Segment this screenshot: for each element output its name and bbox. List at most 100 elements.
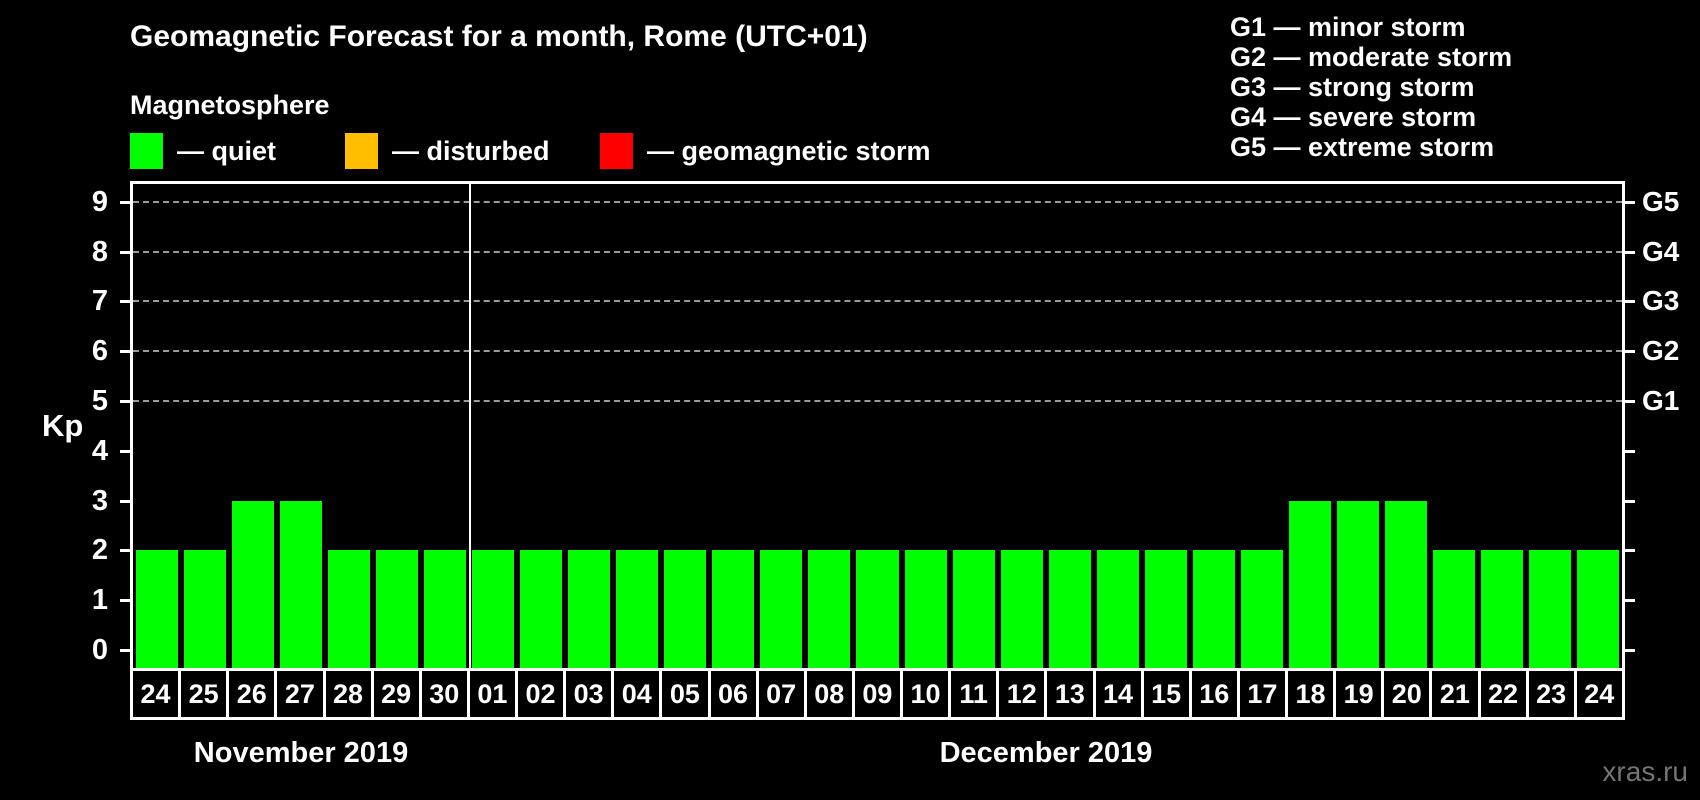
bar-day-15 <box>1144 550 1187 668</box>
day-label-24: 24 <box>1584 679 1615 709</box>
storm-scale-g2: G2 — moderate storm <box>1230 42 1513 72</box>
day-label-03: 03 <box>566 671 615 717</box>
y-axis-tick-label-8: 8 <box>91 235 108 268</box>
storm-scale-legend: G1 — minor storm G2 — moderate storm G3 … <box>1230 12 1512 162</box>
day-label-29: 29 <box>374 671 422 717</box>
y-axis-tick-6 <box>120 350 130 354</box>
y-axis-tick-9 <box>120 200 130 204</box>
y-axis-tick-label-9: 9 <box>91 185 108 218</box>
bar-day-24 <box>136 550 179 668</box>
day-label-01: 01 <box>470 671 518 717</box>
day-label-21: 21 <box>1432 671 1481 717</box>
day-label-28: 28 <box>326 671 374 717</box>
storm-scale-g3: G3 — strong storm <box>1230 72 1475 102</box>
day-label-13: 13 <box>1047 671 1096 717</box>
right-axis-tick-3 <box>1625 499 1635 503</box>
y-axis-label: Kp <box>42 408 84 443</box>
y-axis-tick-label-5: 5 <box>91 385 108 417</box>
day-label-26: 26 <box>229 671 278 717</box>
gridline-kp-8 <box>133 250 1622 253</box>
legend-label-geomagnetic-storm: — geomagnetic storm <box>647 135 931 166</box>
y-axis-tick-3 <box>120 499 130 503</box>
bar-day-30 <box>424 550 467 668</box>
day-label-10: 10 <box>903 671 952 717</box>
bar-day-19 <box>1336 500 1379 668</box>
day-label-19: 19 <box>1336 671 1385 717</box>
plot-area: 0 1 2 3 4 5 6 7 8 9 G1 G2 G3 G4 G5 <box>92 181 1679 668</box>
day-label-24: 24 <box>133 671 182 717</box>
day-label-07: 07 <box>759 671 807 717</box>
bar-day-13 <box>1048 550 1091 668</box>
month-separator <box>469 184 472 668</box>
right-axis-tick-0 <box>1625 649 1635 652</box>
right-axis-label-g2: G2 <box>1642 335 1680 367</box>
legend-label-quiet: — quiet <box>177 135 276 166</box>
day-label-02: 02 <box>518 671 567 717</box>
bar-day-14 <box>1096 550 1139 668</box>
y-axis-tick-5 <box>120 400 130 403</box>
bar-day-24 <box>1576 550 1619 668</box>
y-axis-tick-0 <box>120 649 130 652</box>
right-axis-label-g3: G3 <box>1642 285 1680 317</box>
day-label-25: 25 <box>181 671 230 717</box>
day-label-17: 17 <box>1240 671 1288 717</box>
storm-scale-g1: G1 — minor storm <box>1230 12 1466 42</box>
bar-day-17 <box>1240 550 1283 668</box>
gridline-kp-7 <box>133 300 1622 303</box>
bar-day-03 <box>568 550 611 668</box>
page-title: Geomagnetic Forecast for a month, Rome (… <box>130 20 868 53</box>
bar-day-06 <box>712 550 755 668</box>
right-axis-tick-5 <box>1625 400 1635 403</box>
y-axis-tick-label-7: 7 <box>91 285 108 318</box>
y-axis-tick-label-0: 0 <box>91 634 108 666</box>
legend-label-disturbed: — disturbed <box>392 135 550 166</box>
y-axis-tick-label-4: 4 <box>91 434 108 467</box>
bar-day-09 <box>856 550 899 668</box>
day-label-09: 09 <box>855 671 903 717</box>
day-label-22: 22 <box>1481 671 1529 717</box>
magnetosphere-label: Magnetosphere <box>130 90 330 120</box>
day-label-08: 08 <box>807 671 855 717</box>
storm-scale-g5: G5 — extreme storm <box>1230 132 1495 162</box>
legend-item-disturbed: — disturbed <box>345 132 550 170</box>
right-axis-tick-4 <box>1625 449 1635 453</box>
day-label-14: 14 <box>1096 671 1144 717</box>
bar-day-23 <box>1528 550 1571 668</box>
legend-item-geomagnetic-storm: — geomagnetic storm <box>600 132 931 170</box>
right-axis-label-g4: G4 <box>1642 235 1680 267</box>
y-axis-tick-4 <box>120 449 130 453</box>
legend-item-quiet: — quiet <box>130 132 276 170</box>
bar-day-07 <box>760 550 803 668</box>
day-label-05: 05 <box>662 671 711 717</box>
bar-day-16 <box>1192 550 1235 668</box>
bar-day-29 <box>376 550 419 668</box>
bar-day-10 <box>904 550 947 668</box>
day-label-06: 06 <box>711 671 759 717</box>
bar-day-05 <box>664 550 707 668</box>
bar-day-25 <box>184 550 227 668</box>
x-axis-day-labels: 24 25 26 27 28 29 30 01 02 03 04 05 06 07 08 09 10 11 12 13… <box>130 668 1625 720</box>
bar-day-01 <box>472 550 515 668</box>
month-label-december: December 2019 <box>939 737 1153 769</box>
y-axis-tick-label-6: 6 <box>91 335 108 368</box>
storm-color-swatch <box>600 133 633 169</box>
right-axis-tick-2 <box>1625 549 1635 553</box>
month-label-november: November 2019 <box>193 737 409 769</box>
day-label-30: 30 <box>422 671 470 717</box>
right-axis-label-g1: G1 <box>1642 385 1680 416</box>
bar-day-22 <box>1480 550 1523 668</box>
y-axis-tick-label-1: 1 <box>91 584 108 617</box>
storm-scale-g4: G4 — severe storm <box>1230 102 1477 132</box>
bar-day-20 <box>1384 500 1427 668</box>
right-axis-tick-1 <box>1625 599 1635 603</box>
right-axis-tick-8 <box>1625 250 1635 254</box>
bar-day-02 <box>520 550 563 668</box>
disturbed-color-swatch <box>345 133 378 169</box>
day-label-16: 16 <box>1192 671 1240 717</box>
bar-day-18 <box>1288 500 1331 668</box>
right-axis-tick-6 <box>1625 350 1635 354</box>
y-axis-tick-2 <box>120 549 130 553</box>
day-label-18: 18 <box>1288 671 1337 717</box>
gridline-kp-5 <box>133 400 1622 402</box>
